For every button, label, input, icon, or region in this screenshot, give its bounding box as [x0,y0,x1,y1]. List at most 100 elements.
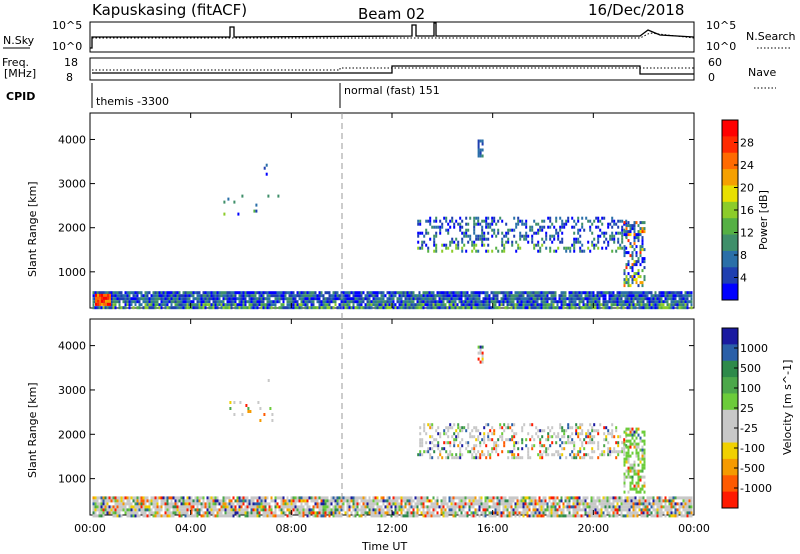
rti-cell [495,234,498,238]
rti-cell [182,511,185,515]
rti-cell [461,429,464,433]
rti-cell [445,216,448,220]
rti-cell [266,511,269,515]
rti-cell [364,511,367,515]
rti-cell [412,508,415,512]
rti-cell [626,300,629,304]
rti-cell [344,303,347,307]
rti-cell [586,502,589,506]
rti-cell [639,475,642,479]
rti-cell [184,291,187,295]
rti-cell [326,303,329,307]
rti-cell [150,306,153,310]
rti-cell [528,303,531,307]
rti-cell [208,297,211,301]
rti-cell [418,499,421,503]
rti-cell [688,511,691,515]
rti-cell [364,502,367,506]
rti-cell [236,297,239,301]
rti-cell [488,496,491,500]
rti-cell [435,249,438,253]
rti-cell [288,514,291,518]
rti-cell [627,466,630,470]
rti-cell [122,300,125,304]
rti-cell [534,511,537,515]
rti-cell [642,306,645,310]
rti-cell [504,514,507,518]
rti-cell [492,306,495,310]
rti-cell [334,291,337,295]
rti-cell [631,433,634,437]
rti-cell [563,447,566,451]
rti-cell [338,294,341,298]
rti-cell [428,505,431,509]
rti-cell [284,499,287,503]
rti-cell [639,245,642,249]
rti-cell [240,511,243,515]
rti-cell [248,303,251,307]
rti-cell [511,456,514,460]
rti-cell [578,291,581,295]
rti-cell [600,499,603,503]
rti-cell [533,246,536,250]
rti-cell [434,508,437,512]
colorbar-tick-label: 28 [740,137,754,150]
rti-cell [476,511,479,515]
rti-cell [639,469,642,473]
rti-cell [134,508,137,512]
rti-cell [564,496,567,500]
rti-cell [565,222,568,226]
rti-cell [635,251,638,255]
rti-cell [580,502,583,506]
rti-cell [422,505,425,509]
rti-cell [494,297,497,301]
rti-cell [583,456,586,460]
rti-cell [364,306,367,310]
rti-cell [572,508,575,512]
rti-cell [214,496,217,500]
rti-cell [232,502,235,506]
rti-cell [300,291,303,295]
rti-cell [266,508,269,512]
rti-cell [429,435,432,439]
rti-cell [494,502,497,506]
rti-cell [516,303,519,307]
rti-cell [238,303,241,307]
rti-cell [286,502,289,506]
rti-cell [526,511,529,515]
rti-cell [637,284,640,288]
rti-cell [515,456,518,460]
rti-cell [148,499,151,503]
rti-cell [144,511,147,515]
rti-cell [625,230,628,234]
rti-cell [543,444,546,448]
rti-cell [554,496,557,500]
rti-cell [650,505,653,509]
rti-cell [532,300,535,304]
rti-cell [668,496,671,500]
rti-cell [182,505,185,509]
rti-cell [238,297,241,301]
rti-cell [451,435,454,439]
rti-cell [418,300,421,304]
rti-cell [513,432,516,436]
rti-cell [342,300,345,304]
rti-cell [326,508,329,512]
rti-cell [390,499,393,503]
rti-cell [461,219,464,223]
rti-cell [238,511,241,515]
rti-cell [352,499,355,503]
cpid-1: themis -3300 [96,95,169,108]
rti-cell [602,502,605,506]
rti-cell [633,260,636,264]
rti-cell [490,514,493,518]
rti-cell [154,496,157,500]
rti-cell [625,439,628,443]
rti-cell [623,475,626,479]
rti-cell [402,499,405,503]
rti-cell [680,514,683,518]
rti-cell [630,499,633,503]
rti-cell [324,306,327,310]
rti-cell [555,216,558,220]
